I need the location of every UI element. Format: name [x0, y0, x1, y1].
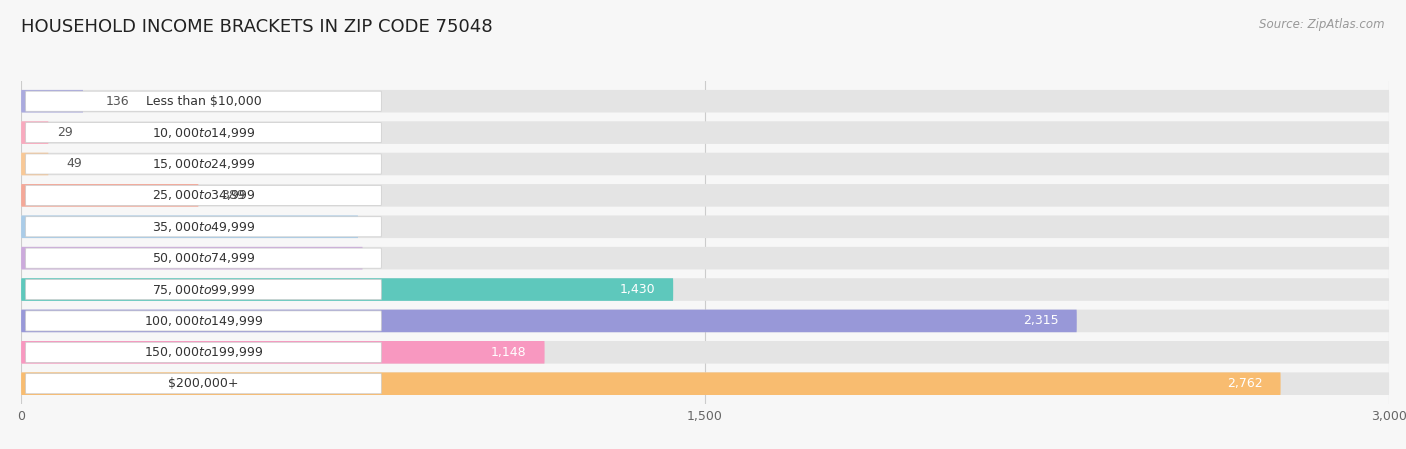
FancyBboxPatch shape [21, 184, 198, 207]
FancyBboxPatch shape [21, 310, 1389, 332]
FancyBboxPatch shape [25, 279, 381, 299]
Text: 389: 389 [221, 189, 245, 202]
FancyBboxPatch shape [21, 247, 1389, 269]
FancyBboxPatch shape [21, 310, 1077, 332]
FancyBboxPatch shape [21, 90, 1389, 113]
FancyBboxPatch shape [21, 216, 359, 238]
FancyBboxPatch shape [21, 216, 1389, 238]
Text: $100,000 to $149,999: $100,000 to $149,999 [143, 314, 263, 328]
FancyBboxPatch shape [21, 278, 673, 301]
Text: $25,000 to $34,999: $25,000 to $34,999 [152, 189, 256, 202]
FancyBboxPatch shape [21, 153, 48, 175]
FancyBboxPatch shape [25, 342, 381, 362]
FancyBboxPatch shape [25, 185, 381, 206]
FancyBboxPatch shape [25, 91, 381, 111]
FancyBboxPatch shape [21, 121, 1389, 144]
FancyBboxPatch shape [25, 248, 381, 268]
FancyBboxPatch shape [21, 372, 1281, 395]
Text: 1,148: 1,148 [491, 346, 526, 359]
FancyBboxPatch shape [25, 154, 381, 174]
FancyBboxPatch shape [21, 184, 1389, 207]
FancyBboxPatch shape [25, 217, 381, 237]
Text: 1,430: 1,430 [619, 283, 655, 296]
FancyBboxPatch shape [21, 341, 1389, 364]
Text: 2,762: 2,762 [1226, 377, 1263, 390]
Text: $50,000 to $74,999: $50,000 to $74,999 [152, 251, 256, 265]
Text: 49: 49 [66, 158, 82, 171]
FancyBboxPatch shape [21, 121, 48, 144]
Text: $35,000 to $49,999: $35,000 to $49,999 [152, 220, 256, 234]
Text: $10,000 to $14,999: $10,000 to $14,999 [152, 126, 256, 140]
Text: Source: ZipAtlas.com: Source: ZipAtlas.com [1260, 18, 1385, 31]
Text: 739: 739 [316, 220, 340, 233]
Text: $200,000+: $200,000+ [169, 377, 239, 390]
FancyBboxPatch shape [21, 90, 83, 113]
FancyBboxPatch shape [21, 278, 1389, 301]
Text: 136: 136 [105, 95, 129, 108]
FancyBboxPatch shape [21, 153, 1389, 175]
FancyBboxPatch shape [21, 341, 544, 364]
Text: $150,000 to $199,999: $150,000 to $199,999 [143, 345, 263, 359]
FancyBboxPatch shape [21, 372, 1389, 395]
FancyBboxPatch shape [21, 247, 363, 269]
Text: $75,000 to $99,999: $75,000 to $99,999 [152, 282, 256, 296]
FancyBboxPatch shape [25, 311, 381, 331]
Text: 2,315: 2,315 [1024, 314, 1059, 327]
Text: HOUSEHOLD INCOME BRACKETS IN ZIP CODE 75048: HOUSEHOLD INCOME BRACKETS IN ZIP CODE 75… [21, 18, 492, 36]
Text: 749: 749 [321, 251, 344, 264]
Text: 29: 29 [58, 126, 73, 139]
Text: Less than $10,000: Less than $10,000 [146, 95, 262, 108]
FancyBboxPatch shape [25, 123, 381, 143]
FancyBboxPatch shape [25, 374, 381, 394]
Text: $15,000 to $24,999: $15,000 to $24,999 [152, 157, 256, 171]
